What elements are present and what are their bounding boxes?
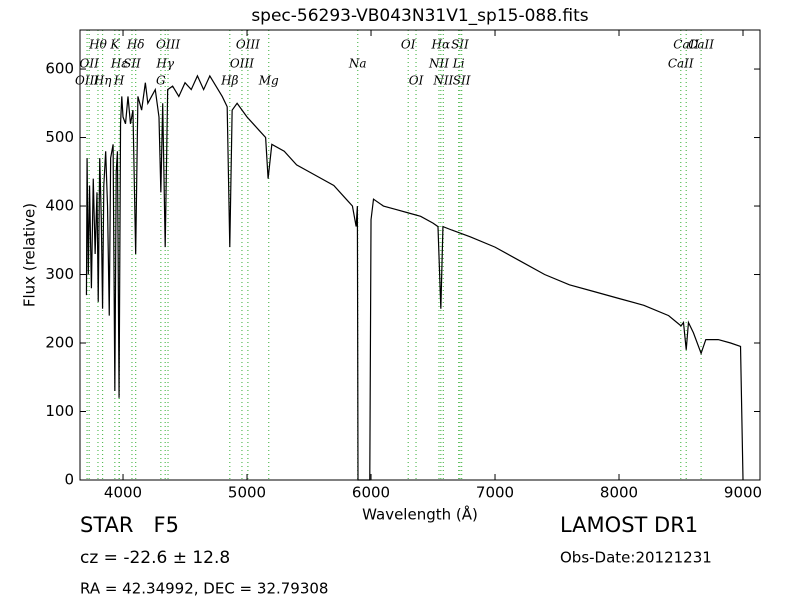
x-tick-label: 5000: [228, 484, 266, 502]
spectral-line-label: Hδ: [126, 38, 145, 52]
x-tick-label: 6000: [352, 484, 390, 502]
y-tick-label: 600: [45, 60, 74, 78]
plot-frame: [79, 29, 761, 481]
x-tick-label: 9000: [724, 484, 762, 502]
spectral-line-label: OII: [80, 57, 100, 71]
y-tick-label: 0: [64, 471, 74, 489]
chart-title: spec-56293-VB043N31V1_sp15-088.fits: [251, 6, 588, 26]
spectral-line-label: SII: [453, 74, 471, 88]
spectral-line-label: OIII: [236, 38, 260, 52]
spectral-line-label: OIII: [156, 38, 180, 52]
spectral-line-label: Hη: [93, 74, 112, 88]
spectral-line-label: OI: [401, 38, 416, 52]
y-tick-label: 100: [45, 402, 74, 420]
x-axis-label: Wavelength (Å): [362, 505, 478, 524]
spectral-line-label: Hε: [110, 57, 128, 71]
y-tick-label: 500: [45, 128, 74, 146]
spectral-line-label: CaII: [688, 38, 714, 52]
y-tick-label: 200: [45, 334, 74, 352]
redshift: cz = -22.6 ± 12.8: [80, 548, 230, 568]
spectral-line-label: Hβ: [220, 74, 238, 88]
spectral-line-label: NII: [428, 57, 449, 71]
spectrum-line: [85, 74, 744, 481]
spectral-line-label: CaII: [668, 57, 694, 71]
spectral-line-label: NII: [432, 74, 453, 88]
spectral-line-label: OI: [409, 74, 424, 88]
spectral-line-label: K: [109, 38, 120, 52]
spectral-line-label: Hγ: [155, 57, 174, 71]
y-axis-label: Flux (relative): [21, 203, 39, 307]
spectral-line-label: Mg: [258, 74, 279, 88]
spectral-line-label: G: [156, 74, 166, 88]
x-tick-label: 7000: [476, 484, 514, 502]
spectral-line-label: OIII: [75, 74, 99, 88]
x-tick-label: 8000: [600, 484, 638, 502]
y-tick-label: 300: [45, 265, 74, 283]
spectral-line-label: Hθ: [88, 38, 107, 52]
survey: LAMOST DR1: [560, 513, 698, 537]
spectral-line-label: CaII: [673, 38, 699, 52]
x-tick-label: 4000: [104, 484, 142, 502]
object-class: STAR F5: [80, 513, 179, 537]
coordinates: RA = 42.34992, DEC = 32.79308: [80, 580, 328, 598]
spectral-line-label: SII: [451, 38, 469, 52]
spectral-line-label: OIII: [230, 57, 254, 71]
spectral-line-label: H: [113, 74, 125, 88]
spectral-line-label: Na: [348, 57, 367, 71]
spectral-line-label: Hα: [431, 38, 451, 52]
y-tick-label: 400: [45, 197, 74, 215]
spectral-line-label: SII: [123, 57, 141, 71]
spectral-line-label: Li: [452, 57, 465, 71]
obs-date: Obs-Date:20121231: [560, 549, 712, 567]
